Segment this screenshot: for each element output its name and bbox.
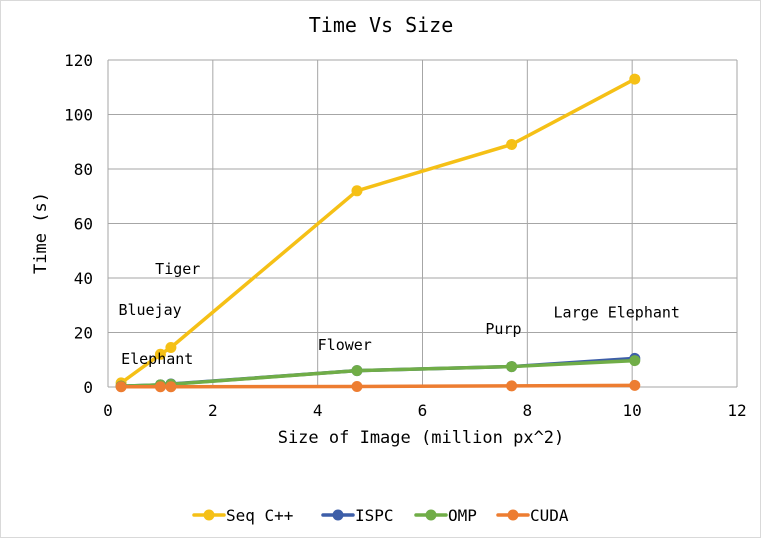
data-point <box>506 361 518 373</box>
legend-item: CUDA <box>496 506 569 525</box>
legend-swatch-marker <box>203 509 215 521</box>
annotation-label: Elephant <box>121 350 193 368</box>
data-point <box>629 355 641 367</box>
legend-item: ISPC <box>321 506 394 525</box>
data-point <box>506 138 518 150</box>
data-point <box>351 365 363 377</box>
legend-label: Seq C++ <box>226 506 293 525</box>
y-tick-label: 100 <box>64 106 93 125</box>
x-tick-label: 12 <box>727 401 746 420</box>
y-tick-label: 40 <box>74 269 93 288</box>
data-point <box>165 381 177 393</box>
chart-title: Time Vs Size <box>309 13 454 37</box>
x-tick-label: 6 <box>418 401 428 420</box>
series-cuda <box>115 379 641 393</box>
series-line <box>119 358 637 388</box>
x-tick-label: 4 <box>313 401 323 420</box>
y-axis-title: Time (s) <box>31 192 51 274</box>
data-point <box>115 381 127 393</box>
legend-item: Seq C++ <box>192 506 293 525</box>
annotation-label: Bluejay <box>118 301 181 319</box>
y-tick-label: 120 <box>64 51 93 70</box>
data-point <box>506 380 518 392</box>
annotation-label: Purp <box>485 320 521 338</box>
annotation-label: Flower <box>318 336 372 354</box>
legend-label: ISPC <box>355 506 394 525</box>
legend-swatch-marker <box>425 509 437 521</box>
data-point <box>629 73 641 85</box>
legend-item: OMP <box>414 506 477 525</box>
series-layer <box>115 73 641 393</box>
x-tick-label: 8 <box>523 401 533 420</box>
legend-swatch-marker <box>507 509 519 521</box>
legend-label: CUDA <box>530 506 569 525</box>
data-point <box>351 380 363 392</box>
y-tick-label: 20 <box>74 324 93 343</box>
x-tick-label: 10 <box>623 401 642 420</box>
grid <box>107 59 738 388</box>
data-point <box>351 185 363 197</box>
legend-label: OMP <box>448 506 477 525</box>
data-point <box>154 381 166 393</box>
data-point <box>165 341 177 353</box>
legend: Seq C++ ISPC OMP CUDA <box>192 506 569 525</box>
y-tick-label: 80 <box>74 160 93 179</box>
series-line <box>119 383 637 389</box>
y-tick-label: 60 <box>74 215 93 234</box>
data-point <box>154 348 166 360</box>
x-axis-title: Size of Image (million px^2) <box>278 428 565 448</box>
legend-swatch-marker <box>332 509 344 521</box>
tick-labels: 0 20 40 60 80 100 120 0 2 4 6 8 10 12 <box>64 51 747 420</box>
annotation-label: Tiger <box>155 260 200 278</box>
data-point <box>629 379 641 391</box>
annotations: Elephant Bluejay Tiger Flower Purp Large Elep… <box>118 260 679 368</box>
annotation-label: Large Elephant <box>554 304 680 322</box>
series-line <box>119 77 637 385</box>
x-tick-label: 0 <box>103 401 113 420</box>
x-tick-label: 2 <box>208 401 218 420</box>
y-tick-label: 0 <box>83 378 93 397</box>
series-seq-c- <box>115 73 641 389</box>
